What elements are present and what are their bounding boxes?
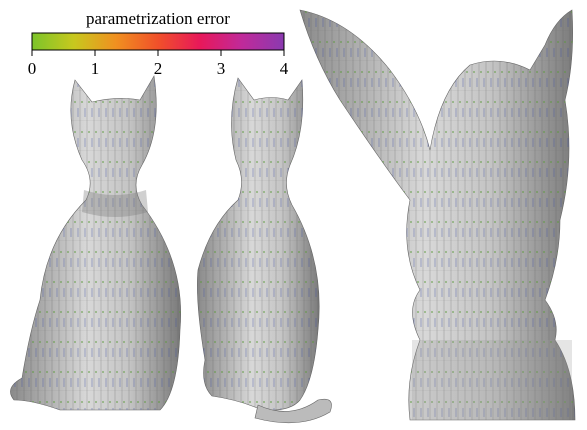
gargoyle bbox=[300, 10, 575, 420]
colorbar-tick-label: 2 bbox=[154, 59, 163, 78]
colorbar-tick-label: 3 bbox=[217, 59, 226, 78]
colorbar-tick-label: 4 bbox=[280, 59, 289, 78]
colorbar: parametrization error 0 1 2 3 4 bbox=[28, 9, 289, 78]
cat-front bbox=[10, 76, 180, 410]
cat-back bbox=[197, 78, 331, 423]
colorbar-title: parametrization error bbox=[86, 9, 230, 28]
colorbar-tick-label: 0 bbox=[28, 59, 37, 78]
figure: parametrization error 0 1 2 3 4 bbox=[0, 0, 587, 430]
colorbar-tick-label: 1 bbox=[91, 59, 100, 78]
colorbar-gradient bbox=[32, 33, 284, 50]
